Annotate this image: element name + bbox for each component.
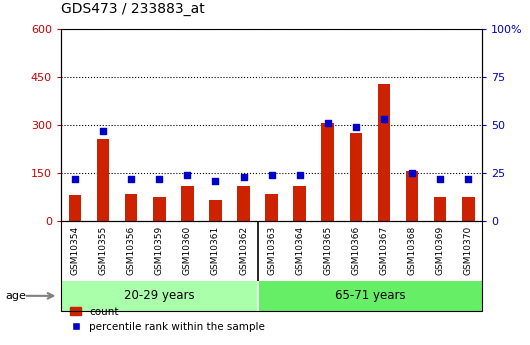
Point [99, 128, 107, 134]
Point [379, 117, 388, 122]
Text: GSM10354: GSM10354 [70, 226, 80, 275]
Bar [434, 197, 446, 221]
Text: GSM10367: GSM10367 [379, 226, 388, 275]
Point [183, 172, 192, 178]
Bar [294, 186, 306, 221]
Point [296, 172, 304, 178]
Text: GSM10368: GSM10368 [408, 226, 417, 275]
Bar [406, 171, 418, 221]
Text: GSM10363: GSM10363 [267, 226, 276, 275]
Text: GSM10366: GSM10366 [351, 226, 360, 275]
Text: GSM10365: GSM10365 [323, 226, 332, 275]
Point [408, 170, 417, 176]
Point [436, 176, 444, 181]
Point [323, 120, 332, 126]
FancyBboxPatch shape [258, 281, 482, 310]
Text: GSM10356: GSM10356 [127, 226, 136, 275]
Bar [181, 186, 193, 221]
Bar [209, 200, 222, 221]
Bar [125, 194, 137, 221]
Bar [322, 124, 334, 221]
Point [211, 178, 219, 183]
Point [352, 124, 360, 130]
Bar [237, 186, 250, 221]
Bar [153, 197, 165, 221]
Text: 65-71 years: 65-71 years [334, 289, 405, 302]
Text: 20-29 years: 20-29 years [124, 289, 195, 302]
Point [240, 174, 248, 179]
FancyBboxPatch shape [61, 281, 258, 310]
Text: GSM10370: GSM10370 [464, 226, 473, 275]
Text: GSM10364: GSM10364 [295, 226, 304, 275]
Text: GSM10361: GSM10361 [211, 226, 220, 275]
Text: GSM10369: GSM10369 [436, 226, 445, 275]
Text: GSM10360: GSM10360 [183, 226, 192, 275]
Bar [462, 197, 474, 221]
Bar [69, 195, 81, 221]
Text: GSM10359: GSM10359 [155, 226, 164, 275]
Text: age: age [5, 291, 26, 301]
Bar [266, 194, 278, 221]
Legend: count, percentile rank within the sample: count, percentile rank within the sample [66, 303, 269, 336]
Text: GSM10355: GSM10355 [99, 226, 108, 275]
Point [127, 176, 136, 181]
Bar [378, 83, 390, 221]
Point [155, 176, 163, 181]
Text: GSM10362: GSM10362 [239, 226, 248, 275]
Bar [350, 133, 362, 221]
Text: GDS473 / 233883_at: GDS473 / 233883_at [61, 1, 205, 16]
Point [464, 176, 473, 181]
Bar [97, 139, 109, 221]
Point [267, 172, 276, 178]
Point [71, 176, 80, 181]
